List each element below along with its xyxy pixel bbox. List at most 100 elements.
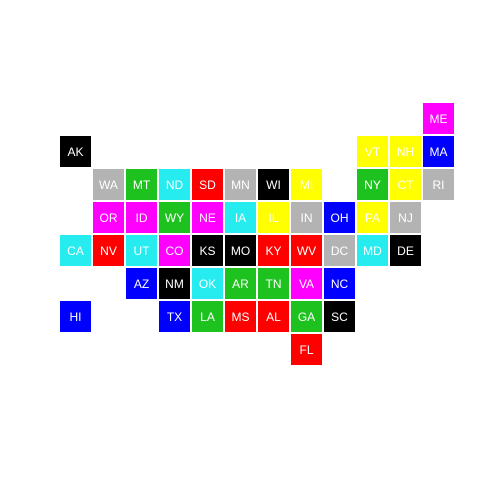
state-label: SC: [331, 309, 348, 324]
state-label: TN: [265, 276, 282, 291]
state-label: CA: [67, 243, 84, 258]
state-tile-dc: DC: [324, 235, 355, 266]
state-label: MN: [231, 177, 250, 192]
state-tile-mt: MT: [126, 169, 157, 200]
state-label: GA: [297, 309, 316, 324]
state-tile-il: IL: [258, 202, 289, 233]
state-label: IN: [300, 210, 313, 225]
state-label: KY: [265, 243, 282, 258]
state-tile-ca: CA: [60, 235, 91, 266]
state-tile-hi: HI: [60, 301, 91, 332]
state-label: OR: [99, 210, 118, 225]
state-tile-wa: WA: [93, 169, 124, 200]
state-label: AL: [266, 309, 281, 324]
state-label: MA: [429, 144, 448, 159]
state-tile-nh: NH: [390, 136, 421, 167]
state-tile-oh: OH: [324, 202, 355, 233]
state-tile-tx: TX: [159, 301, 190, 332]
state-tile-ga: GA: [291, 301, 322, 332]
state-tile-az: AZ: [126, 268, 157, 299]
state-tile-va: VA: [291, 268, 322, 299]
state-tile-mi: MI: [291, 169, 322, 200]
state-tile-ct: CT: [390, 169, 421, 200]
state-label: MT: [132, 177, 151, 192]
state-tile-or: OR: [93, 202, 124, 233]
state-tile-co: CO: [159, 235, 190, 266]
state-label: NY: [364, 177, 381, 192]
state-tile-nm: NM: [159, 268, 190, 299]
state-tile-ms: MS: [225, 301, 256, 332]
state-tile-mo: MO: [225, 235, 256, 266]
state-tile-ak: AK: [60, 136, 91, 167]
state-tile-md: MD: [357, 235, 388, 266]
state-label: LA: [200, 309, 215, 324]
state-tile-sd: SD: [192, 169, 223, 200]
state-label: ME: [429, 111, 448, 126]
state-tile-fl: FL: [291, 334, 322, 365]
state-tile-ri: RI: [423, 169, 454, 200]
state-tile-ny: NY: [357, 169, 388, 200]
state-tile-me: ME: [423, 103, 454, 134]
state-tile-ne: NE: [192, 202, 223, 233]
state-label: IA: [234, 210, 247, 225]
state-tile-wv: WV: [291, 235, 322, 266]
state-label: IL: [268, 210, 279, 225]
state-label: CT: [397, 177, 414, 192]
state-label: AZ: [133, 276, 150, 291]
state-tile-pa: PA: [357, 202, 388, 233]
state-tile-nc: NC: [324, 268, 355, 299]
state-label: UT: [133, 243, 150, 258]
state-label: NM: [165, 276, 184, 291]
state-label: HI: [69, 309, 82, 324]
state-tile-nj: NJ: [390, 202, 421, 233]
state-label: NV: [100, 243, 117, 258]
state-label: PA: [364, 210, 381, 225]
state-label: ID: [135, 210, 148, 225]
state-tile-ky: KY: [258, 235, 289, 266]
state-label: FL: [299, 342, 314, 357]
state-tile-ok: OK: [192, 268, 223, 299]
state-label: VA: [298, 276, 315, 291]
state-label: WA: [99, 177, 118, 192]
state-tile-sc: SC: [324, 301, 355, 332]
state-tile-nd: ND: [159, 169, 190, 200]
state-tile-in: IN: [291, 202, 322, 233]
state-label: VT: [364, 144, 381, 159]
state-label: ND: [165, 177, 184, 192]
state-label: DC: [330, 243, 349, 258]
state-tile-ks: KS: [192, 235, 223, 266]
state-label: OH: [330, 210, 349, 225]
state-label: SD: [199, 177, 216, 192]
state-label: MO: [230, 243, 251, 258]
state-label: AK: [67, 144, 84, 159]
state-label: WY: [164, 210, 185, 225]
state-tile-ia: IA: [225, 202, 256, 233]
state-tile-de: DE: [390, 235, 421, 266]
state-label: NJ: [398, 210, 413, 225]
state-tile-vt: VT: [357, 136, 388, 167]
state-label: NH: [396, 144, 415, 159]
state-tile-ar: AR: [225, 268, 256, 299]
state-label: MS: [231, 309, 250, 324]
state-label: NC: [330, 276, 349, 291]
state-label: TX: [166, 309, 183, 324]
state-label: AR: [232, 276, 249, 291]
state-label: NE: [199, 210, 216, 225]
state-label: OK: [198, 276, 217, 291]
state-tile-nv: NV: [93, 235, 124, 266]
state-label: MD: [363, 243, 382, 258]
state-tile-wy: WY: [159, 202, 190, 233]
state-tile-id: ID: [126, 202, 157, 233]
state-label: WV: [296, 243, 317, 258]
state-label: MI: [299, 177, 314, 192]
state-label: RI: [432, 177, 445, 192]
state-tile-al: AL: [258, 301, 289, 332]
state-label: KS: [199, 243, 216, 258]
state-label: CO: [165, 243, 184, 258]
state-tile-la: LA: [192, 301, 223, 332]
state-label: WI: [266, 177, 281, 192]
state-label: DE: [397, 243, 414, 258]
state-tile-mn: MN: [225, 169, 256, 200]
state-tile-ma: MA: [423, 136, 454, 167]
